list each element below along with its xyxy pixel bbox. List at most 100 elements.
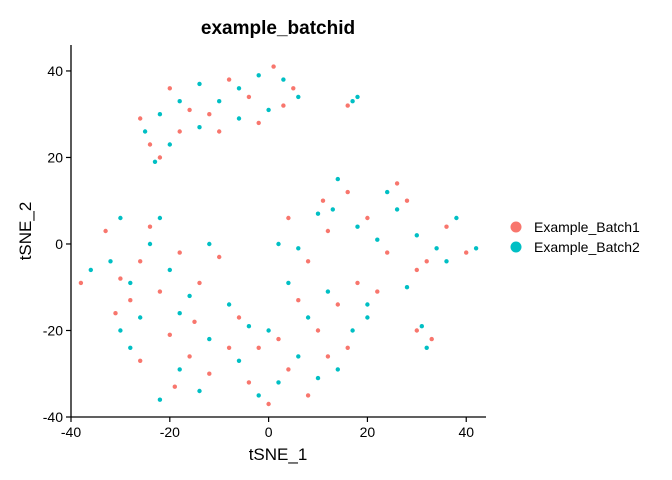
x-axis-label: tSNE_1 <box>249 445 308 464</box>
scatter-point-1-25 <box>147 224 153 229</box>
scatter-point-1-46 <box>424 259 429 264</box>
y-ticks: -40 -20 0 20 40 <box>43 63 71 425</box>
scatter-point-2-49 <box>365 302 370 307</box>
x-tick-label-5: 40 <box>458 424 474 440</box>
scatter-point-2-38 <box>325 289 331 294</box>
scatter-point-1-10 <box>291 86 296 91</box>
scatter-point-1-3 <box>167 86 172 91</box>
scatter-point-1-14 <box>157 155 163 160</box>
legend-key-1 <box>510 221 522 233</box>
scatter-point-1-21 <box>103 228 108 234</box>
scatter-point-1-60 <box>172 384 177 389</box>
scatter-point-2-52 <box>365 315 370 320</box>
scatter-point-1-35 <box>236 315 242 320</box>
scatter-point-1-34 <box>276 336 281 342</box>
scatter-point-2-64 <box>444 259 449 264</box>
chart-title: example_batchid <box>201 18 355 39</box>
x-tick-label-3: 0 <box>265 424 273 440</box>
scatter-point-2-29 <box>296 354 301 359</box>
scatter-point-1-32 <box>187 354 192 359</box>
scatter-point-2-39 <box>350 328 355 333</box>
scatter-point-2-13 <box>266 107 271 113</box>
scatter-point-1-15 <box>118 276 123 281</box>
y-tick-label-2: -20 <box>43 322 63 338</box>
scatter-point-2-51 <box>404 285 410 290</box>
scatter-point-2-30 <box>315 375 321 381</box>
scatter-point-1-37 <box>315 328 321 333</box>
scatter-point-1-52 <box>375 289 380 294</box>
scatter-point-1-47 <box>444 224 449 229</box>
scatter-point-1-53 <box>286 215 291 221</box>
scatter-point-1-44 <box>385 250 390 255</box>
scatter-point-1-24 <box>128 298 133 303</box>
x-tick-label-2: -20 <box>160 424 180 440</box>
scatter-point-1-22 <box>167 332 172 337</box>
scatter-point-2-60 <box>118 328 123 333</box>
scatter-point-1-1 <box>138 116 143 121</box>
scatter-point-2-55 <box>350 99 355 104</box>
scatter-point-2-15 <box>108 259 113 264</box>
scatter-point-2-18 <box>167 267 172 273</box>
scatter-point-1-39 <box>345 345 350 350</box>
scatter-point-2-53 <box>276 241 281 247</box>
scatter-point-1-55 <box>345 103 350 108</box>
scatter-point-1-49 <box>355 280 360 286</box>
scatter-point-1-9 <box>271 64 276 69</box>
scatter-point-1-51 <box>414 267 419 273</box>
scatter-point-2-24 <box>138 315 143 320</box>
scatter-point-1-42 <box>345 189 350 195</box>
scatter-point-2-32 <box>177 367 182 372</box>
scatter-point-2-59 <box>330 207 335 212</box>
scatter-point-2-9 <box>296 94 301 100</box>
scatter-point-2-47 <box>434 246 439 251</box>
scatter-point-1-23 <box>192 319 197 324</box>
scatter-point-2-35 <box>226 302 232 307</box>
scatter-point-2-45 <box>394 207 400 212</box>
scatter-point-2-56 <box>355 94 360 100</box>
y-tick-label-5: 40 <box>47 63 63 79</box>
y-tick-label-1: -40 <box>43 409 63 425</box>
scatter-point-2-2 <box>157 112 163 117</box>
scatter-point-1-36 <box>296 298 301 303</box>
scatter-point-1-38 <box>335 302 340 307</box>
legend-label-1: Example_Batch1 <box>534 219 640 235</box>
scatter-point-2-3 <box>177 99 182 104</box>
scatter-point-1-31 <box>207 371 212 376</box>
scatter-point-1-27 <box>246 380 252 385</box>
x-tick-label-4: 20 <box>360 424 376 440</box>
scatter-point-2-50 <box>385 189 390 195</box>
scatter-point-2-33 <box>335 367 340 372</box>
scatter-point-2-21 <box>118 215 123 221</box>
scatter-point-1-2 <box>147 142 153 147</box>
scatter-point-2-41 <box>315 211 321 216</box>
scatter-point-2-28 <box>276 380 281 385</box>
scatter-point-1-33 <box>325 354 331 359</box>
scatter-point-1-16 <box>138 259 143 264</box>
scatter-point-1-43 <box>365 215 370 221</box>
scatter-point-2-43 <box>355 224 360 229</box>
scatter-point-2-37 <box>305 315 311 320</box>
scatter-point-2-58 <box>424 345 429 350</box>
scatter-point-2-61 <box>157 397 163 402</box>
scatter-point-2-19 <box>187 293 192 299</box>
scatter-point-1-18 <box>177 250 182 255</box>
scatter-point-2-42 <box>335 176 340 182</box>
scatter-point-1-58 <box>320 198 326 203</box>
scatter-point-2-6 <box>236 86 242 91</box>
scatter-point-1-12 <box>217 129 222 134</box>
scatter-point-1-8 <box>256 120 261 126</box>
scatter-point-1-13 <box>281 103 286 108</box>
legend: Example_Batch1 Example_Batch2 <box>510 219 640 255</box>
scatter-point-2-14 <box>152 159 158 164</box>
scatter-point-1-54 <box>78 280 84 286</box>
scatter-point-2-23 <box>207 336 212 342</box>
scatter-point-2-8 <box>281 77 286 82</box>
scatter-point-1-19 <box>197 280 202 286</box>
scatter-point-1-7 <box>246 94 252 100</box>
scatter-point-2-31 <box>197 388 202 394</box>
scatter-point-2-20 <box>207 241 212 247</box>
scatter-point-2-46 <box>414 233 419 238</box>
y-tick-label-4: 20 <box>47 149 63 165</box>
scatter-point-1-4 <box>187 107 192 113</box>
